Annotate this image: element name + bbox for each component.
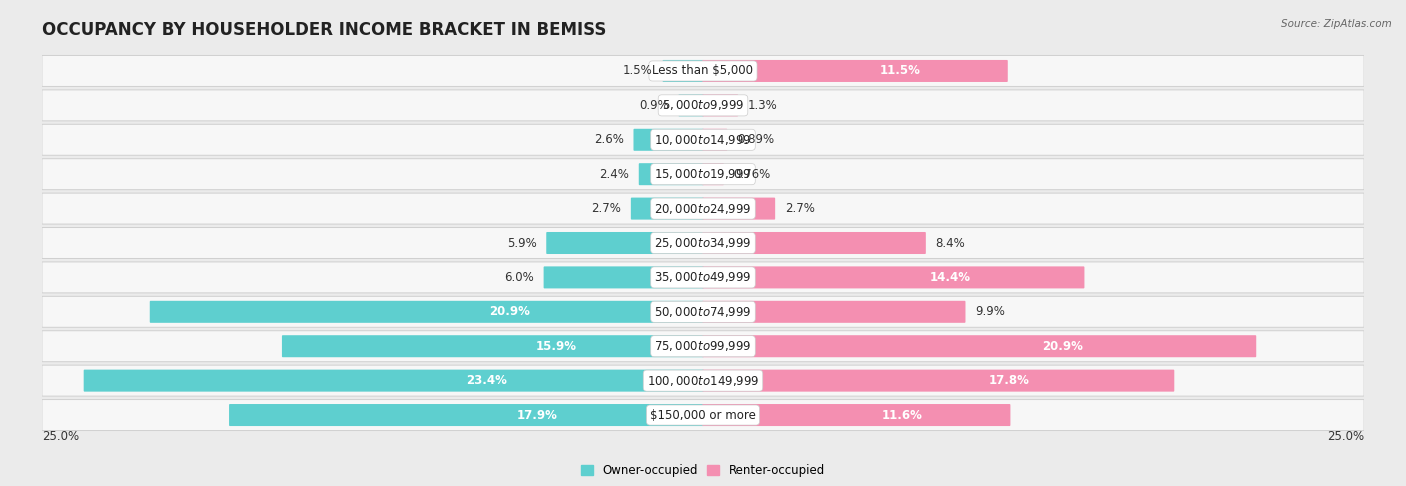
Text: 17.9%: 17.9% <box>517 409 558 421</box>
Text: $25,000 to $34,999: $25,000 to $34,999 <box>654 236 752 250</box>
Text: 25.0%: 25.0% <box>1327 430 1364 443</box>
Text: OCCUPANCY BY HOUSEHOLDER INCOME BRACKET IN BEMISS: OCCUPANCY BY HOUSEHOLDER INCOME BRACKET … <box>42 21 606 39</box>
FancyBboxPatch shape <box>42 124 1364 155</box>
Text: 14.4%: 14.4% <box>929 271 972 284</box>
Text: 2.4%: 2.4% <box>599 168 628 181</box>
FancyBboxPatch shape <box>42 296 1364 327</box>
Text: 8.4%: 8.4% <box>935 237 966 249</box>
FancyBboxPatch shape <box>702 335 1256 357</box>
FancyBboxPatch shape <box>634 129 704 151</box>
FancyBboxPatch shape <box>702 94 738 116</box>
FancyBboxPatch shape <box>544 266 704 288</box>
FancyBboxPatch shape <box>42 365 1364 396</box>
Text: $5,000 to $9,999: $5,000 to $9,999 <box>662 98 744 112</box>
Text: $150,000 or more: $150,000 or more <box>650 409 756 421</box>
Text: 0.9%: 0.9% <box>638 99 669 112</box>
FancyBboxPatch shape <box>662 60 704 82</box>
Legend: Owner-occupied, Renter-occupied: Owner-occupied, Renter-occupied <box>576 460 830 482</box>
Text: 5.9%: 5.9% <box>506 237 537 249</box>
Text: $20,000 to $24,999: $20,000 to $24,999 <box>654 202 752 216</box>
Text: 17.8%: 17.8% <box>988 374 1029 387</box>
FancyBboxPatch shape <box>42 262 1364 293</box>
Text: 11.6%: 11.6% <box>882 409 922 421</box>
FancyBboxPatch shape <box>702 301 966 323</box>
FancyBboxPatch shape <box>702 266 1084 288</box>
Text: $35,000 to $49,999: $35,000 to $49,999 <box>654 270 752 284</box>
Text: 1.5%: 1.5% <box>623 65 652 77</box>
FancyBboxPatch shape <box>702 60 1008 82</box>
FancyBboxPatch shape <box>283 335 704 357</box>
FancyBboxPatch shape <box>702 198 775 220</box>
FancyBboxPatch shape <box>42 193 1364 224</box>
Text: 23.4%: 23.4% <box>465 374 508 387</box>
FancyBboxPatch shape <box>702 163 724 185</box>
Text: 6.0%: 6.0% <box>505 271 534 284</box>
FancyBboxPatch shape <box>150 301 704 323</box>
Text: $50,000 to $74,999: $50,000 to $74,999 <box>654 305 752 319</box>
FancyBboxPatch shape <box>702 232 925 254</box>
Text: 20.9%: 20.9% <box>489 305 530 318</box>
FancyBboxPatch shape <box>42 90 1364 121</box>
Text: 1.3%: 1.3% <box>748 99 778 112</box>
FancyBboxPatch shape <box>229 404 704 426</box>
Text: $100,000 to $149,999: $100,000 to $149,999 <box>647 374 759 388</box>
FancyBboxPatch shape <box>547 232 704 254</box>
Text: 2.7%: 2.7% <box>785 202 815 215</box>
Text: 15.9%: 15.9% <box>536 340 576 353</box>
FancyBboxPatch shape <box>702 370 1174 392</box>
FancyBboxPatch shape <box>42 227 1364 259</box>
FancyBboxPatch shape <box>42 399 1364 431</box>
FancyBboxPatch shape <box>42 159 1364 190</box>
FancyBboxPatch shape <box>702 129 727 151</box>
Text: 11.5%: 11.5% <box>880 65 921 77</box>
Text: 25.0%: 25.0% <box>42 430 79 443</box>
Text: 9.9%: 9.9% <box>976 305 1005 318</box>
Text: $75,000 to $99,999: $75,000 to $99,999 <box>654 339 752 353</box>
Text: 2.6%: 2.6% <box>593 133 624 146</box>
FancyBboxPatch shape <box>42 331 1364 362</box>
FancyBboxPatch shape <box>631 198 704 220</box>
Text: 0.76%: 0.76% <box>734 168 770 181</box>
Text: 2.7%: 2.7% <box>591 202 621 215</box>
FancyBboxPatch shape <box>638 163 704 185</box>
FancyBboxPatch shape <box>702 404 1011 426</box>
FancyBboxPatch shape <box>679 94 704 116</box>
Text: Less than $5,000: Less than $5,000 <box>652 65 754 77</box>
Text: 0.89%: 0.89% <box>737 133 775 146</box>
Text: $15,000 to $19,999: $15,000 to $19,999 <box>654 167 752 181</box>
Text: 20.9%: 20.9% <box>1042 340 1083 353</box>
Text: $10,000 to $14,999: $10,000 to $14,999 <box>654 133 752 147</box>
FancyBboxPatch shape <box>84 370 704 392</box>
Text: Source: ZipAtlas.com: Source: ZipAtlas.com <box>1281 19 1392 30</box>
FancyBboxPatch shape <box>42 55 1364 87</box>
